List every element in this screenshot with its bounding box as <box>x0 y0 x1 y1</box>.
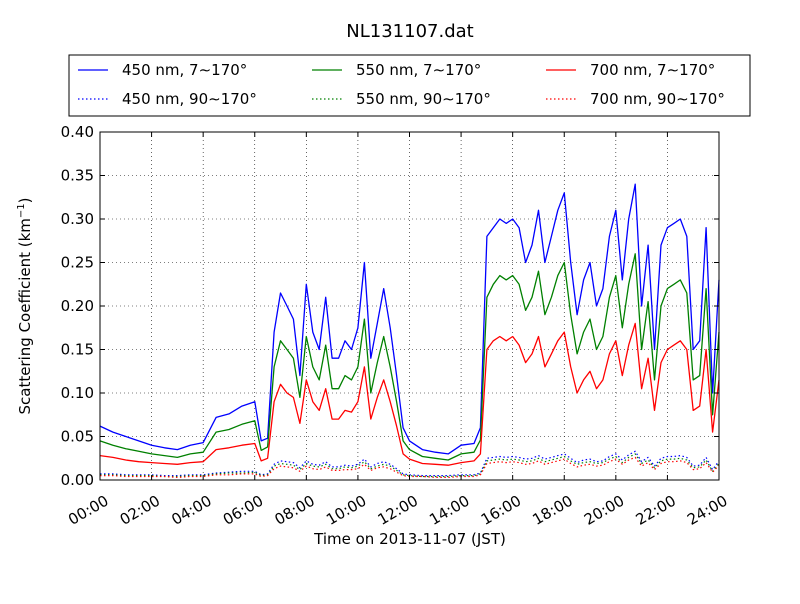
y-axis-label-main: Scattering Coefficient (km <box>16 218 34 414</box>
series-line <box>100 453 720 478</box>
y-tick-label: 0.20 <box>61 297 94 315</box>
x-tick-label: 06:00 <box>220 492 266 529</box>
x-tick-label: 22:00 <box>633 492 679 529</box>
y-axis-label-tail: ) <box>16 197 34 203</box>
legend-label: 700 nm, 7∼170° <box>590 61 715 79</box>
x-tick-label: 14:00 <box>426 492 472 529</box>
y-tick-label: 0.25 <box>61 254 94 272</box>
legend: 450 nm, 7∼170° 550 nm, 7∼170° 700 nm, 7∼17… <box>68 54 751 117</box>
chart-title: NL131107.dat <box>346 21 473 42</box>
series-line <box>99 322 720 466</box>
axis-ticks <box>99 131 720 481</box>
y-tick-label: 0.05 <box>61 428 94 446</box>
legend-label: 550 nm, 7∼170° <box>356 61 481 79</box>
plot-lines <box>99 183 720 478</box>
legend-label: 450 nm, 90∼170° <box>122 90 257 108</box>
x-tick-label: 18:00 <box>529 492 575 529</box>
y-tick-label: 0.00 <box>61 471 94 489</box>
y-tick-label: 0.35 <box>61 167 94 185</box>
x-tick-labels: 00:00 02:00 04:00 06:00 08:00 10:00 12:00 14:00… <box>65 492 730 529</box>
series-line <box>100 450 720 477</box>
x-tick-label: 12:00 <box>375 492 421 529</box>
legend-frame <box>68 54 751 117</box>
y-tick-label: 0.15 <box>61 341 94 359</box>
series-line <box>99 253 720 461</box>
legend-label: 700 nm, 90∼170° <box>590 90 725 108</box>
y-tick-labels: 0.00 0.05 0.10 0.15 0.20 0.25 0.30 0.35 0.40 <box>61 123 94 489</box>
y-tick-label: 0.40 <box>61 123 94 141</box>
x-tick-label: 04:00 <box>168 492 214 529</box>
x-tick-label: 00:00 <box>65 492 111 529</box>
x-tick-label: 16:00 <box>478 492 524 529</box>
x-tick-label: 08:00 <box>271 492 317 529</box>
x-tick-label: 10:00 <box>323 492 369 529</box>
y-axis-label: Scattering Coefficient (km−1) <box>16 197 34 414</box>
series-line <box>99 183 720 455</box>
x-axis-label: Time on 2013-11-07 (JST) <box>313 530 506 548</box>
x-tick-label: 20:00 <box>581 492 627 529</box>
y-tick-label: 0.30 <box>61 210 94 228</box>
y-tick-label: 0.10 <box>61 384 94 402</box>
x-tick-label: 02:00 <box>117 492 163 529</box>
y-axis-label-sup: −1 <box>16 203 27 218</box>
x-tick-label: 24:00 <box>684 492 730 529</box>
legend-label: 450 nm, 7∼170° <box>122 61 247 79</box>
legend-label: 550 nm, 90∼170° <box>356 90 491 108</box>
